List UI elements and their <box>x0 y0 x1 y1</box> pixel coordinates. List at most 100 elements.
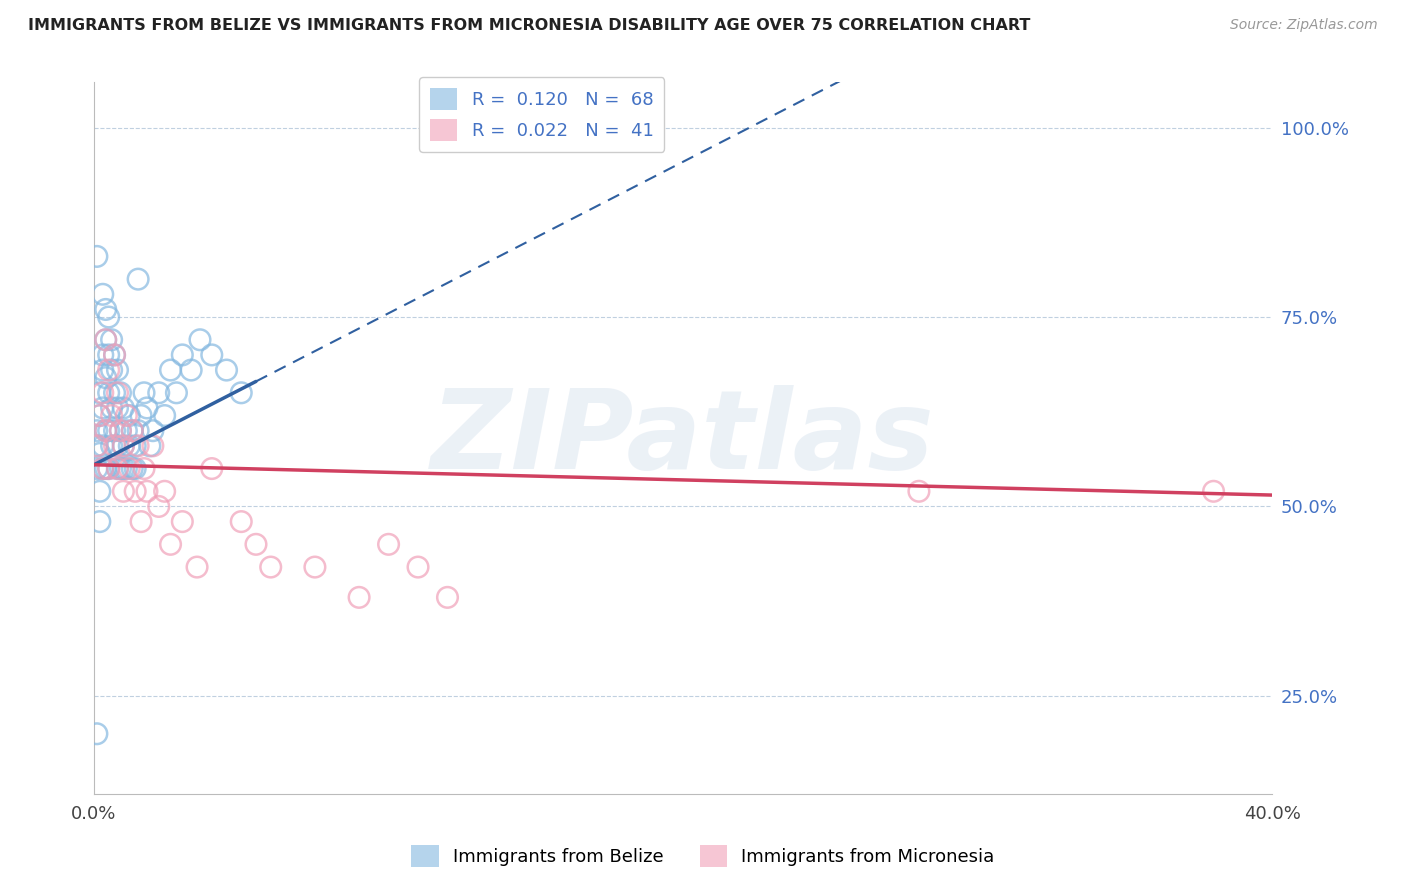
Point <box>107 385 129 400</box>
Point <box>100 333 122 347</box>
Point <box>100 409 122 423</box>
Point <box>100 439 122 453</box>
Point <box>127 439 149 453</box>
Point <box>86 439 108 453</box>
Point <box>107 461 129 475</box>
Point <box>86 249 108 263</box>
Point <box>129 409 152 423</box>
Point <box>97 348 120 362</box>
Point <box>124 484 146 499</box>
Point <box>121 424 143 438</box>
Point <box>132 461 155 475</box>
Point <box>112 439 135 453</box>
Point <box>132 385 155 400</box>
Point <box>91 439 114 453</box>
Point <box>129 515 152 529</box>
Point <box>159 363 181 377</box>
Point <box>231 385 253 400</box>
Point <box>91 461 114 475</box>
Point <box>89 409 111 423</box>
Point <box>94 333 117 347</box>
Point <box>97 461 120 475</box>
Point <box>94 333 117 347</box>
Point <box>103 439 125 453</box>
Point <box>436 591 458 605</box>
Point <box>94 461 117 475</box>
Point <box>91 461 114 475</box>
Point <box>112 439 135 453</box>
Point <box>100 363 122 377</box>
Point <box>86 424 108 438</box>
Legend: Immigrants from Belize, Immigrants from Micronesia: Immigrants from Belize, Immigrants from … <box>405 838 1001 874</box>
Point <box>127 272 149 286</box>
Point <box>107 401 129 415</box>
Point <box>115 424 138 438</box>
Point <box>142 439 165 453</box>
Point <box>89 484 111 499</box>
Point <box>110 385 132 400</box>
Point <box>231 515 253 529</box>
Point <box>115 409 138 423</box>
Point <box>91 348 114 362</box>
Point <box>97 363 120 377</box>
Point <box>304 560 326 574</box>
Point <box>110 424 132 438</box>
Point <box>107 439 129 453</box>
Point <box>91 401 114 415</box>
Point <box>94 370 117 384</box>
Point <box>91 385 114 400</box>
Point <box>124 461 146 475</box>
Point <box>94 302 117 317</box>
Point <box>245 537 267 551</box>
Text: ZIPatlas: ZIPatlas <box>432 384 935 491</box>
Point <box>136 401 159 415</box>
Point <box>110 424 132 438</box>
Point <box>908 484 931 499</box>
Point <box>124 439 146 453</box>
Point <box>103 385 125 400</box>
Point <box>260 560 283 574</box>
Text: Source: ZipAtlas.com: Source: ZipAtlas.com <box>1230 18 1378 32</box>
Point <box>103 424 125 438</box>
Point <box>121 424 143 438</box>
Point <box>186 560 208 574</box>
Point <box>89 385 111 400</box>
Point <box>86 439 108 453</box>
Point <box>107 461 129 475</box>
Point <box>86 727 108 741</box>
Point <box>201 348 224 362</box>
Point <box>118 461 141 475</box>
Point <box>112 484 135 499</box>
Point <box>172 348 194 362</box>
Point <box>110 461 132 475</box>
Point <box>153 409 176 423</box>
Point <box>215 363 238 377</box>
Point <box>94 424 117 438</box>
Point <box>100 401 122 415</box>
Point <box>406 560 429 574</box>
Point <box>94 424 117 438</box>
Point <box>103 348 125 362</box>
Point <box>118 409 141 423</box>
Point <box>97 310 120 324</box>
Point <box>91 363 114 377</box>
Point <box>97 461 120 475</box>
Point <box>188 333 211 347</box>
Point <box>118 439 141 453</box>
Point <box>89 409 111 423</box>
Point <box>91 287 114 301</box>
Point <box>97 385 120 400</box>
Point <box>148 385 170 400</box>
Point <box>180 363 202 377</box>
Legend: R =  0.120   N =  68, R =  0.022   N =  41: R = 0.120 N = 68, R = 0.022 N = 41 <box>419 77 664 152</box>
Point <box>1202 484 1225 499</box>
Point <box>112 461 135 475</box>
Point <box>103 348 125 362</box>
Point <box>107 363 129 377</box>
Point <box>89 446 111 460</box>
Point <box>86 461 108 475</box>
Point <box>159 537 181 551</box>
Text: IMMIGRANTS FROM BELIZE VS IMMIGRANTS FROM MICRONESIA DISABILITY AGE OVER 75 CORR: IMMIGRANTS FROM BELIZE VS IMMIGRANTS FRO… <box>28 18 1031 33</box>
Point <box>115 461 138 475</box>
Point <box>136 484 159 499</box>
